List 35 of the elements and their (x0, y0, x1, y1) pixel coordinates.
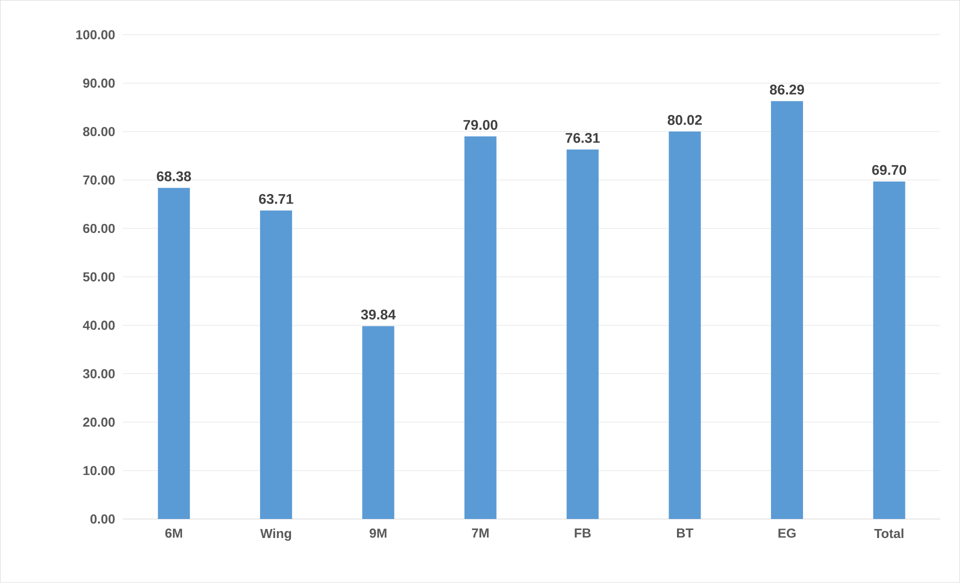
x-tick-label: 7M (472, 528, 489, 538)
y-tick-label: 10.00 (84, 466, 115, 476)
data-label: 80.02 (668, 115, 702, 126)
y-tick-label: 20.00 (83, 418, 115, 427)
bar (770, 101, 804, 520)
y-tick-label: 60.00 (83, 224, 115, 234)
x-tick-label: 9M (370, 528, 386, 538)
data-label: 69.70 (872, 165, 906, 176)
data-label: 39.84 (361, 310, 396, 320)
y-tick-label: 90.00 (83, 78, 115, 88)
bar (566, 150, 599, 520)
y-tick-label: 0.00 (90, 514, 115, 524)
y-tick-label: 30.00 (82, 369, 115, 378)
bar (873, 182, 906, 520)
y-tick-label: 80.00 (83, 127, 115, 136)
x-tick-label: BT (677, 528, 694, 538)
bar (464, 136, 496, 520)
bar (260, 210, 292, 520)
data-label: 79.00 (464, 120, 498, 130)
x-tick-label: Total (874, 528, 904, 538)
bar (668, 132, 701, 520)
data-label: 68.38 (156, 171, 191, 182)
y-tick-label: 70.00 (83, 176, 115, 185)
x-tick-label: 6M (165, 528, 182, 538)
x-tick-label: Wing (260, 528, 292, 541)
x-tick-label: EG (778, 528, 796, 538)
bar (362, 326, 394, 520)
bar (158, 188, 190, 520)
data-label: 86.29 (770, 84, 804, 95)
y-tick-label: 40.00 (82, 320, 115, 330)
data-label: 76.31 (566, 133, 600, 144)
y-tick-label: 100.00 (76, 30, 115, 40)
x-tick-label: FB (574, 528, 591, 538)
data-label: 63.71 (259, 194, 294, 204)
y-tick-label: 50.00 (83, 272, 115, 282)
